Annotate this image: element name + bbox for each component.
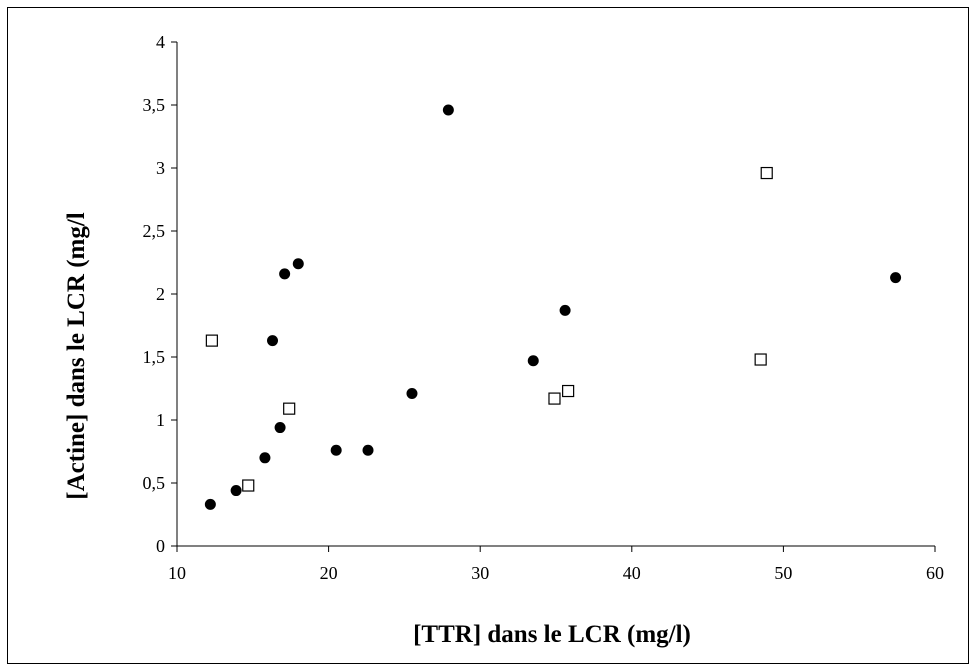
y-tick-label: 1,5 xyxy=(143,347,166,367)
point-filled-circle xyxy=(204,498,216,510)
point-open-square xyxy=(754,353,767,366)
y-tick-label: 1 xyxy=(156,410,165,430)
point-filled-circle xyxy=(559,304,571,316)
x-tick-label: 30 xyxy=(471,563,489,583)
y-axis-ticks: 0 0,5 1 1,5 2 2,5 3 3,5 4 xyxy=(143,32,177,556)
point-filled-circle xyxy=(259,452,271,464)
point-filled-circle xyxy=(406,388,418,400)
point-filled-circle xyxy=(330,444,342,456)
y-tick-label: 3,5 xyxy=(143,95,166,115)
point-open-square xyxy=(242,479,255,492)
point-filled-circle xyxy=(362,444,374,456)
x-tick-label: 40 xyxy=(623,563,641,583)
x-axis-title: [TTR] dans le LCR (mg/l) xyxy=(413,621,691,648)
point-open-square xyxy=(760,166,773,180)
x-tick-label: 10 xyxy=(168,563,186,583)
point-filled-circle xyxy=(230,485,242,497)
chart-frame xyxy=(7,7,969,664)
point-filled-circle xyxy=(527,355,539,367)
point-filled-circle xyxy=(267,335,279,347)
point-filled-circle xyxy=(279,268,291,280)
x-axis-ticks: 10 20 30 40 50 60 xyxy=(168,546,944,583)
y-axis-title: [Actine] dans le LCR (mg/l xyxy=(63,212,90,500)
point-open-square xyxy=(548,392,561,405)
y-tick-label: 2 xyxy=(156,284,165,304)
point-filled-circle xyxy=(442,104,454,116)
point-filled-circle xyxy=(890,272,902,284)
y-tick-label: 4 xyxy=(156,32,165,52)
point-open-square xyxy=(205,334,218,347)
point-filled-circle xyxy=(292,258,304,270)
data-points xyxy=(204,104,902,510)
y-tick-label: 3 xyxy=(156,158,165,178)
point-open-square xyxy=(283,402,296,415)
y-tick-label: 2,5 xyxy=(143,221,166,241)
x-tick-label: 20 xyxy=(320,563,338,583)
x-tick-label: 60 xyxy=(926,563,944,583)
point-filled-circle xyxy=(274,422,286,434)
y-tick-label: 0 xyxy=(156,536,165,556)
x-tick-label: 50 xyxy=(774,563,792,583)
y-tick-label: 0,5 xyxy=(143,473,166,493)
point-open-square xyxy=(562,384,575,398)
